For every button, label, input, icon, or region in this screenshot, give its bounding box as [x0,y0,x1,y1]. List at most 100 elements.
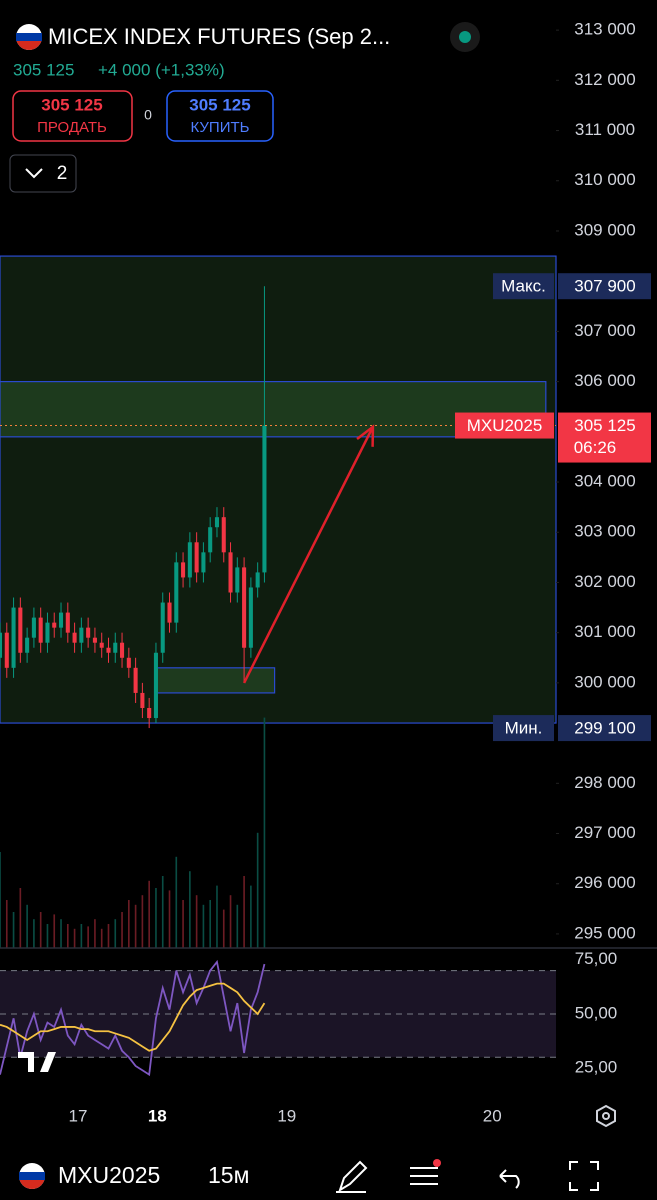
candle-body [106,647,111,653]
buy-price: 305 125 [189,95,250,114]
price-label-value: 299 100 [574,719,635,738]
volume-bar [195,895,198,948]
indicators-icon[interactable] [410,1167,438,1185]
volume-bar [202,904,205,948]
candle-body [126,657,131,668]
buy-button[interactable] [166,90,274,142]
volume-bar [216,885,218,948]
y-tick-label: 311 000 [575,120,635,139]
sell-button[interactable] [12,90,133,142]
price-label-name: MXU2025 [467,416,543,435]
toolbar: MXU2025 15м [19,1104,616,1193]
symbol-title[interactable]: MICEX INDEX FUTURES (Sep 2... [48,24,390,49]
candle-body [248,587,253,648]
volume-bar [12,912,15,948]
y-tick-label: 298 000 [574,773,635,792]
candle-body [113,642,118,653]
x-tick-label: 20 [483,1106,502,1125]
x-tick-label: 19 [277,1106,296,1125]
candle-body [153,652,158,719]
undo-icon[interactable] [499,1169,520,1189]
volume-bar [100,928,103,948]
candle-body [72,632,77,643]
volume-bar [46,924,49,948]
y-tick-label: 297 000 [574,823,635,842]
candle-body [86,627,91,638]
tv-logo [18,1052,56,1072]
y-tick-label: 307 000 [574,321,635,340]
volume-bar [94,919,96,948]
sell-label: ПРОДАТЬ [37,119,107,136]
settings-hole [602,1112,610,1120]
candle-body [167,602,172,623]
candle-body [45,622,50,643]
candle-body [181,562,186,578]
rsi-tick-label: 50,00 [575,1003,618,1022]
y-tick-label: 313 000 [574,20,635,39]
candle-body [174,562,179,623]
volume-bar [87,926,89,948]
volume-bar [5,900,8,948]
price-countdown: 06:26 [574,438,617,457]
layers-count: 2 [57,163,68,184]
candle-body [201,552,206,573]
candle-body [194,542,199,573]
rsi-ma-line [0,982,266,1052]
volume-bar [209,900,212,948]
candle-body [228,552,233,593]
candle-body [99,642,104,648]
candle-body [262,425,267,573]
candle-body [65,612,70,633]
y-tick-label: 295 000 [574,923,635,942]
draw-icon[interactable] [336,1160,368,1193]
x-tick-label: 18 [148,1106,167,1125]
arrow-head [356,424,375,447]
volume-bar [73,928,76,948]
price-label-value: 307 900 [574,277,635,296]
candle-body [242,567,247,648]
volume-bar [182,900,184,948]
price-label-name-box [493,273,554,300]
volume-bar [263,717,266,948]
price-label-name: Макс. [501,277,546,296]
volume-bar [19,888,22,948]
chevron [25,168,43,179]
y-tick-label: 300 000 [574,672,635,691]
y-tick-label: 310 000 [574,170,635,189]
zone [0,255,557,724]
volume-bar [229,895,232,948]
y-tick-label: 301 000 [574,622,635,641]
volume-bar [60,919,62,948]
toolbar-symbol[interactable]: MXU2025 [58,1162,160,1188]
settings-icon[interactable] [596,1104,616,1128]
toolbar-interval[interactable]: 15м [208,1162,249,1188]
candle-body [0,632,3,658]
rsi-tick-label: 75,00 [575,949,618,968]
candle-body [58,612,64,628]
rsi-tick-label: 25,00 [575,1058,618,1077]
zone [153,667,276,694]
fullscreen-icon[interactable] [569,1161,599,1191]
volume-bar [175,856,178,948]
candle-body [25,637,30,653]
volume-bar [128,900,130,948]
candle-body [147,707,152,719]
volume-bar [222,909,225,948]
y-tick-label: 312 000 [574,70,635,89]
volume-bar [121,912,123,948]
layers-button[interactable] [9,154,77,193]
candle-body [221,517,226,553]
price-change: +4 000 (+1,33%) [98,60,225,79]
price-label-value: 305 125 [574,416,635,435]
zone [0,381,547,438]
volume-bar [53,914,56,948]
price-label-name-box [455,412,554,439]
volume-bar [39,912,42,948]
y-tick-label: 306 000 [574,371,635,390]
volume-bar [243,876,245,948]
volume-bar [189,871,191,948]
x-tick-label: 17 [69,1106,88,1125]
arrow [242,426,375,684]
status-dot [459,31,471,43]
